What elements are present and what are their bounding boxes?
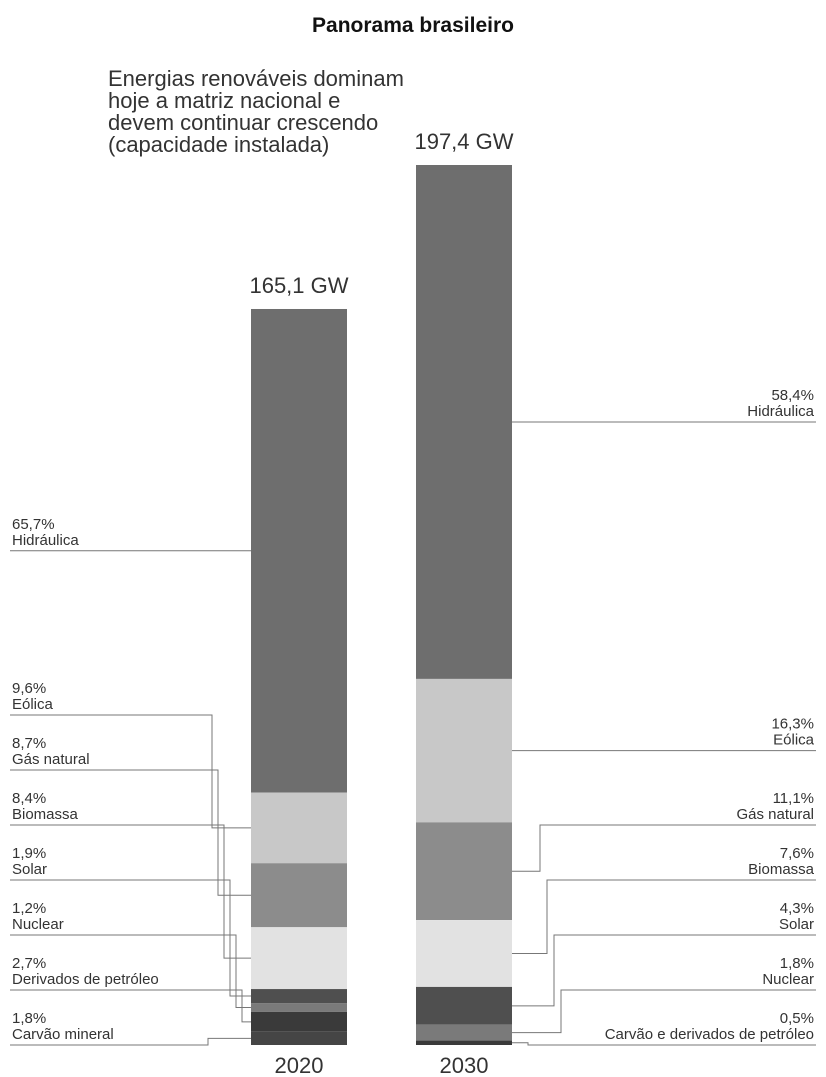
bar-segment-2030-gas-natural: [416, 822, 512, 921]
total-label-2030: 197,4 GW: [414, 129, 513, 154]
bar-segment-2020-hidraulica: [251, 308, 347, 793]
chart-title: Panorama brasileiro: [312, 14, 514, 37]
bar-segment-2030-carvao-e-derivados-de-petroleo: [416, 1040, 512, 1045]
bar-segment-2020-eolica: [251, 792, 347, 864]
value-label-2020-eolica: 9,6%: [12, 680, 46, 697]
leader-line-2020-carvao-mineral: [10, 1037, 251, 1046]
series-label-2030-eolica: Eólica: [773, 732, 815, 749]
leader-line-2020-nuclear: [10, 934, 251, 1008]
series-label-2020-hidraulica: Hidráulica: [12, 532, 79, 549]
leader-line-2020-gas-natural: [10, 769, 251, 896]
total-label-2020: 165,1 GW: [249, 273, 348, 298]
series-label-2030-biomassa: Biomassa: [748, 861, 815, 878]
leader-line-2030-biomassa: [512, 879, 816, 954]
value-label-2020-derivados-de-petroleo: 2,7%: [12, 955, 46, 972]
bar-segment-2030-hidraulica: [416, 165, 512, 679]
series-label-2020-eolica: Eólica: [12, 696, 54, 713]
value-label-2020-gas-natural: 8,7%: [12, 735, 46, 752]
leader-line-2030-carvao-e-derivados-de-petroleo: [512, 1042, 816, 1046]
value-label-2020-carvao-mineral: 1,8%: [12, 1010, 46, 1027]
leader-line-2020-solar: [10, 879, 251, 997]
series-label-2020-solar: Solar: [12, 861, 47, 878]
value-label-2030-biomassa: 7,6%: [780, 845, 814, 862]
year-label-2030: 2030: [440, 1053, 489, 1077]
series-label-2020-gas-natural: Gás natural: [12, 751, 90, 768]
value-label-2030-solar: 4,3%: [780, 900, 814, 917]
year-label-2020: 2020: [275, 1053, 324, 1077]
bar-segment-2020-solar: [251, 989, 347, 1004]
series-label-2030-solar: Solar: [779, 916, 814, 933]
bar-segment-2020-derivados-de-petroleo: [251, 1011, 347, 1032]
series-label-2030-nuclear: Nuclear: [762, 971, 814, 988]
series-label-2020-carvao-mineral: Carvão mineral: [12, 1026, 114, 1043]
bar-segment-2020-biomassa: [251, 927, 347, 990]
bar-segment-2030-biomassa: [416, 920, 512, 987]
value-label-2030-hidraulica: 58,4%: [771, 387, 814, 404]
leader-line-2030-solar: [512, 934, 816, 1007]
value-label-2020-solar: 1,9%: [12, 845, 46, 862]
leader-line-2030-nuclear: [512, 989, 816, 1034]
value-label-2020-hidraulica: 65,7%: [12, 516, 55, 533]
leader-line-2020-biomassa: [10, 824, 251, 959]
value-label-2030-gas-natural: 11,1%: [773, 790, 814, 807]
leader-line-2020-derivados-de-petroleo: [10, 989, 251, 1023]
bar-segment-2020-carvao-mineral: [251, 1031, 347, 1045]
series-label-2020-derivados-de-petroleo: Derivados de petróleo: [12, 971, 159, 988]
value-label-2020-nuclear: 1,2%: [12, 900, 46, 917]
value-label-2020-biomassa: 8,4%: [12, 790, 46, 807]
value-label-2030-eolica: 16,3%: [771, 716, 814, 733]
series-label-2030-carvao-e-derivados-de-petroleo: Carvão e derivados de petróleo: [605, 1026, 814, 1043]
leader-line-2020-eolica: [10, 714, 251, 829]
bar-segment-2030-solar: [416, 986, 512, 1025]
bar-segment-2020-gas-natural: [251, 863, 347, 928]
chart-subtitle: Energias renováveis dominam hoje a matri…: [108, 66, 404, 157]
series-label-2020-nuclear: Nuclear: [12, 916, 64, 933]
bar-segment-2020-nuclear: [251, 1003, 347, 1012]
bar-segment-2030-nuclear: [416, 1024, 512, 1041]
series-label-2020-biomassa: Biomassa: [12, 806, 79, 823]
value-label-2030-nuclear: 1,8%: [780, 955, 814, 972]
series-label-2030-gas-natural: Gás natural: [736, 806, 814, 823]
series-label-2030-hidraulica: Hidráulica: [747, 403, 814, 420]
bar-segment-2030-eolica: [416, 678, 512, 823]
value-label-2030-carvao-e-derivados-de-petroleo: 0,5%: [780, 1010, 814, 1027]
leader-line-2030-gas-natural: [512, 824, 816, 872]
